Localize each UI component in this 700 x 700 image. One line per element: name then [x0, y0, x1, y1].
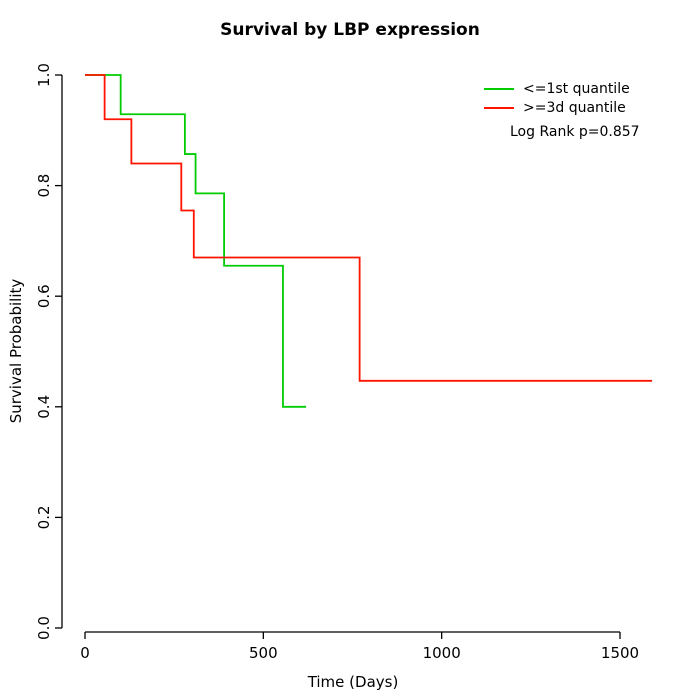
x-axis-label: Time (Days) [307, 673, 399, 691]
log-rank-annotation: Log Rank p=0.857 [510, 124, 640, 140]
legend-label-third-quantile: >=3d quantile [523, 99, 626, 116]
km-curve [85, 74, 653, 382]
y-tick-label: 0.2 [35, 505, 53, 529]
legend: <=1st quantile >=3d quantile Log Rank p=… [484, 79, 640, 140]
y-tick-label: 1.0 [35, 63, 53, 87]
x-tick-label: 1500 [601, 644, 639, 662]
x-tick-label: 0 [80, 644, 90, 662]
km-curve [85, 74, 307, 408]
legend-item: >=3d quantile [484, 98, 640, 117]
y-axis-label: Survival Probability [7, 278, 25, 424]
legend-item: <=1st quantile [484, 79, 640, 98]
y-tick-label: 0.6 [35, 284, 53, 308]
y-tick-label: 0.4 [35, 395, 53, 419]
legend-line-green-icon [484, 87, 514, 90]
legend-label-first-quantile: <=1st quantile [523, 80, 630, 97]
x-tick-label: 500 [249, 644, 278, 662]
chart-title: Survival by LBP expression [220, 20, 480, 40]
y-tick-label: 0.0 [35, 616, 53, 640]
y-tick-label: 0.8 [35, 174, 53, 198]
legend-line-red-icon [484, 106, 514, 109]
x-tick-label: 1000 [423, 644, 461, 662]
